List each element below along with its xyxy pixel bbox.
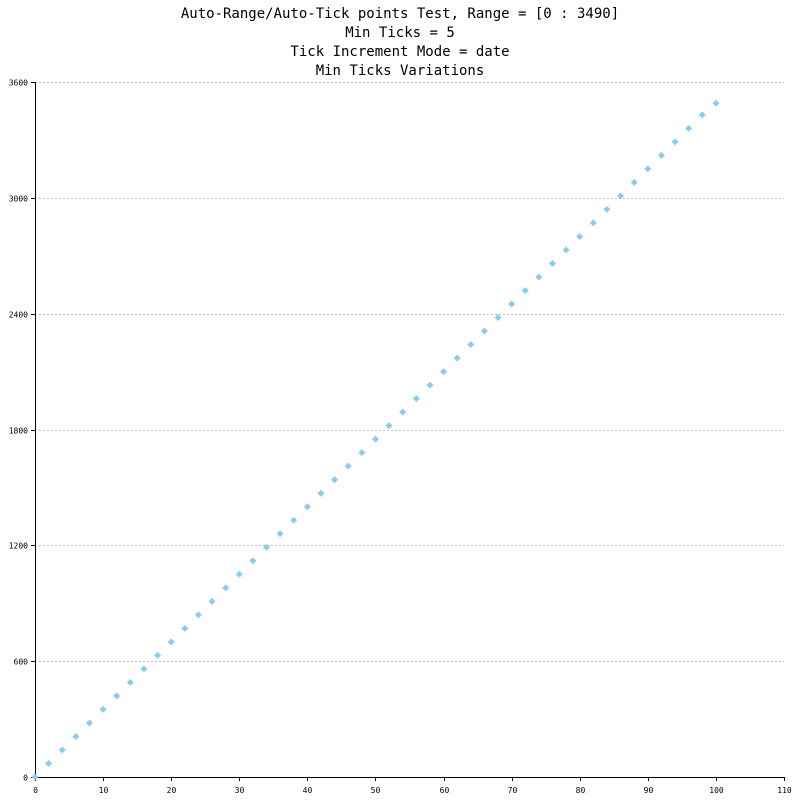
- grid: [35, 82, 784, 662]
- y-tick-label: 0: [23, 774, 28, 783]
- x-tick-label: 60: [440, 786, 450, 795]
- x-tick-label: 10: [99, 786, 109, 795]
- data-point: [576, 232, 584, 240]
- data-point: [263, 543, 271, 551]
- data-point: [208, 597, 216, 605]
- data-point: [331, 476, 339, 484]
- data-point: [249, 557, 257, 565]
- data-point: [45, 759, 53, 767]
- data-point: [440, 368, 448, 376]
- x-tick-label: 100: [709, 786, 724, 795]
- x-tick-label: 50: [371, 786, 381, 795]
- x-tick-label: 20: [167, 786, 177, 795]
- data-point: [140, 665, 148, 673]
- x-tick-label: 0: [33, 786, 38, 795]
- chart-title-line: Auto-Range/Auto-Tick points Test, Range …: [181, 6, 619, 22]
- data-point: [58, 746, 66, 754]
- x-tick-label: 30: [235, 786, 245, 795]
- data-point: [222, 584, 230, 592]
- data-point: [426, 381, 434, 389]
- chart-title: Auto-Range/Auto-Tick points Test, Range …: [181, 6, 619, 79]
- data-point: [480, 327, 488, 335]
- data-point: [617, 192, 625, 200]
- data-point: [589, 219, 597, 227]
- data-point: [644, 165, 652, 173]
- data-point: [181, 624, 189, 632]
- y-tick-label: 1800: [9, 427, 28, 436]
- data-point: [31, 773, 39, 781]
- data-point: [303, 503, 311, 511]
- data-point: [494, 314, 502, 322]
- data-point: [453, 354, 461, 362]
- data-point: [126, 678, 134, 686]
- x-tick-label: 70: [508, 786, 518, 795]
- data-point: [630, 178, 638, 186]
- data-point: [317, 489, 325, 497]
- data-point: [399, 408, 407, 416]
- y-tick-label: 2400: [9, 311, 28, 320]
- axes: [35, 82, 784, 778]
- x-tick-label: 110: [777, 786, 792, 795]
- data-point: [685, 124, 693, 132]
- data-point: [235, 570, 243, 578]
- data-point: [113, 692, 121, 700]
- data-point: [671, 138, 679, 146]
- y-axis-ticks: 0 600 1200 1800 2400 3000 3600: [9, 79, 35, 783]
- data-point: [85, 719, 93, 727]
- y-tick-label: 600: [14, 658, 29, 667]
- data-point: [344, 462, 352, 470]
- x-tick-label: 90: [644, 786, 654, 795]
- data-point: [657, 151, 665, 159]
- data-point: [698, 111, 706, 119]
- data-point: [194, 611, 202, 619]
- data-point: [276, 530, 284, 538]
- data-point: [99, 705, 107, 713]
- x-axis-ticks: 0 10 20 30 40 50 60 70 80 90 100 110: [33, 777, 792, 795]
- x-tick-label: 40: [303, 786, 313, 795]
- data-point: [154, 651, 162, 659]
- data-point: [562, 246, 570, 254]
- chart-subtitle-line: Min Ticks Variations: [316, 63, 485, 79]
- data-series: [31, 99, 720, 781]
- chart-subtitle-line: Min Ticks = 5: [345, 25, 455, 41]
- data-point: [467, 341, 475, 349]
- data-point: [412, 395, 420, 403]
- data-point: [535, 273, 543, 281]
- data-point: [358, 449, 366, 457]
- data-point: [603, 205, 611, 213]
- data-point: [167, 638, 175, 646]
- chart-subtitle-line: Tick Increment Mode = date: [290, 44, 509, 60]
- data-point: [548, 259, 556, 267]
- data-point: [521, 287, 529, 294]
- data-point: [508, 300, 516, 308]
- x-tick-label: 80: [576, 786, 586, 795]
- data-point: [290, 516, 298, 524]
- data-point: [712, 99, 720, 107]
- data-point: [371, 435, 379, 443]
- data-point: [385, 422, 393, 430]
- y-tick-label: 1200: [9, 542, 28, 551]
- y-tick-label: 3000: [9, 195, 28, 204]
- y-tick-label: 3600: [9, 79, 28, 88]
- data-point: [72, 732, 80, 740]
